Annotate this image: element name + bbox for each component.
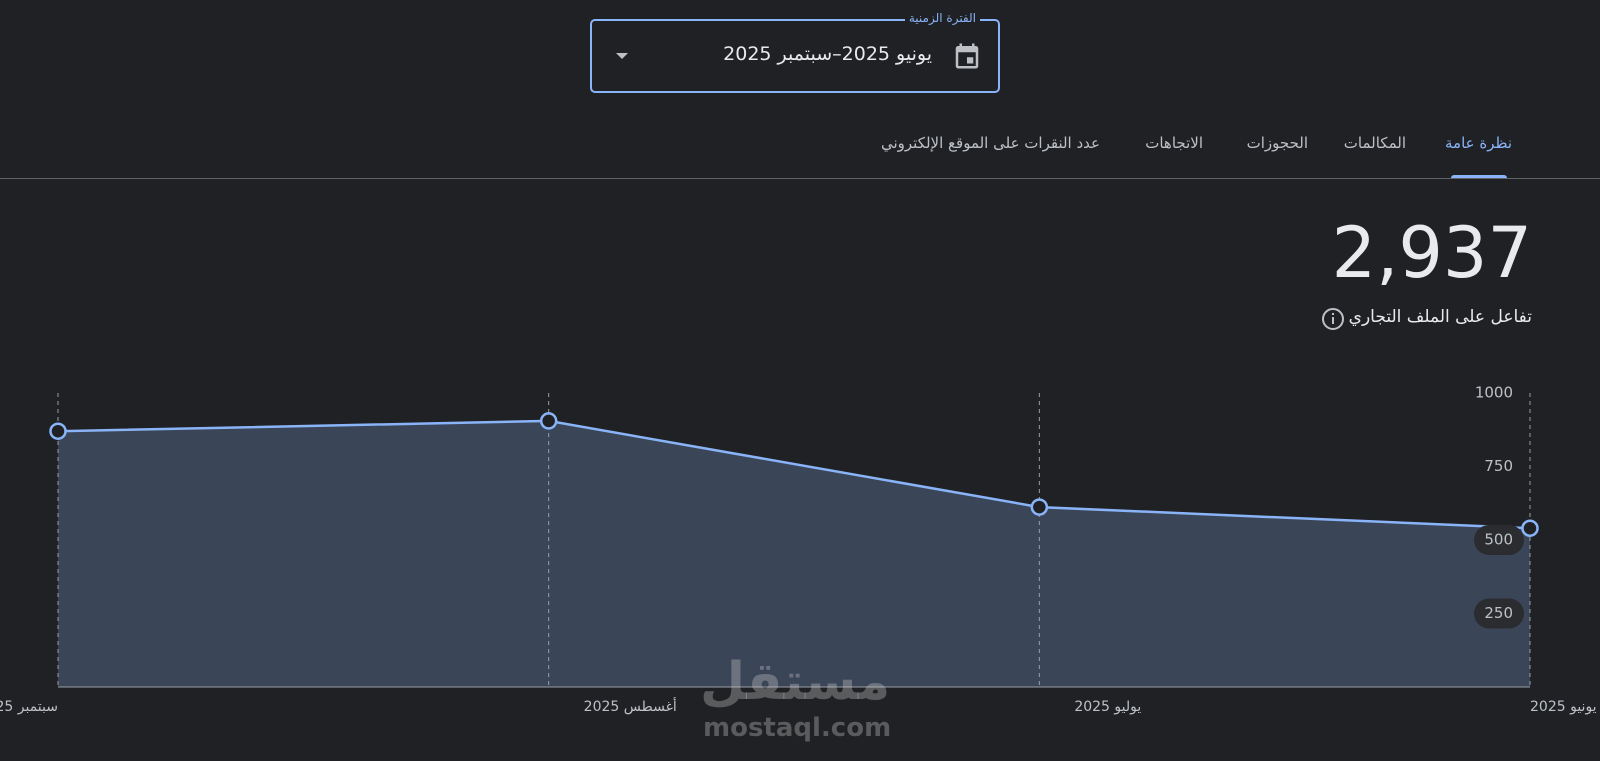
area [58,420,1530,687]
x-tick-label: سبتمبر 2025 [0,699,58,715]
x-tick-label: أغسطس 2025 [584,697,677,715]
y-tick-label: 250 [1484,604,1513,622]
date-picker[interactable]: الفترة الزمنية يونيو 2025–سبتمبر 2025 [590,11,1000,93]
tab-indicator [1451,175,1507,178]
info-icon[interactable] [1321,307,1345,331]
dropdown-arrow [616,53,628,59]
y-tick-label: 750 [1484,457,1513,475]
point [539,412,558,430]
watermark-brand: مستقل [700,652,891,712]
y-tick-label: 1000 [1475,384,1513,402]
point [1030,498,1049,516]
point [1521,519,1539,537]
picker-label: الفترة الزمنية [904,11,980,25]
tick-pill [1474,598,1524,629]
y-tick-label: 500 [1484,531,1513,549]
tab[interactable]: عدد النقرات على الموقع الإلكتروني [880,134,1100,152]
point [49,422,67,440]
total: 2,937 [1331,212,1532,294]
tab[interactable]: نظرة عامة [1445,134,1512,152]
tick-pill [1474,525,1524,555]
x-tick-label: يونيو 2025 [1530,699,1597,715]
calendar-icon [955,43,979,69]
line [57,419,1531,530]
tab[interactable]: الحجوزات [1246,134,1308,152]
metric-label: تفاعل على الملف التجاري [1348,307,1532,327]
watermark-site: mostaql.com [703,713,892,743]
divider [0,178,1600,179]
picker-value: يونيو 2025–سبتمبر 2025 [723,43,932,65]
x-tick-label: يوليو 2025 [1074,699,1141,715]
tab[interactable]: المكالمات [1343,134,1406,152]
tab[interactable]: الاتجاهات [1145,134,1203,152]
